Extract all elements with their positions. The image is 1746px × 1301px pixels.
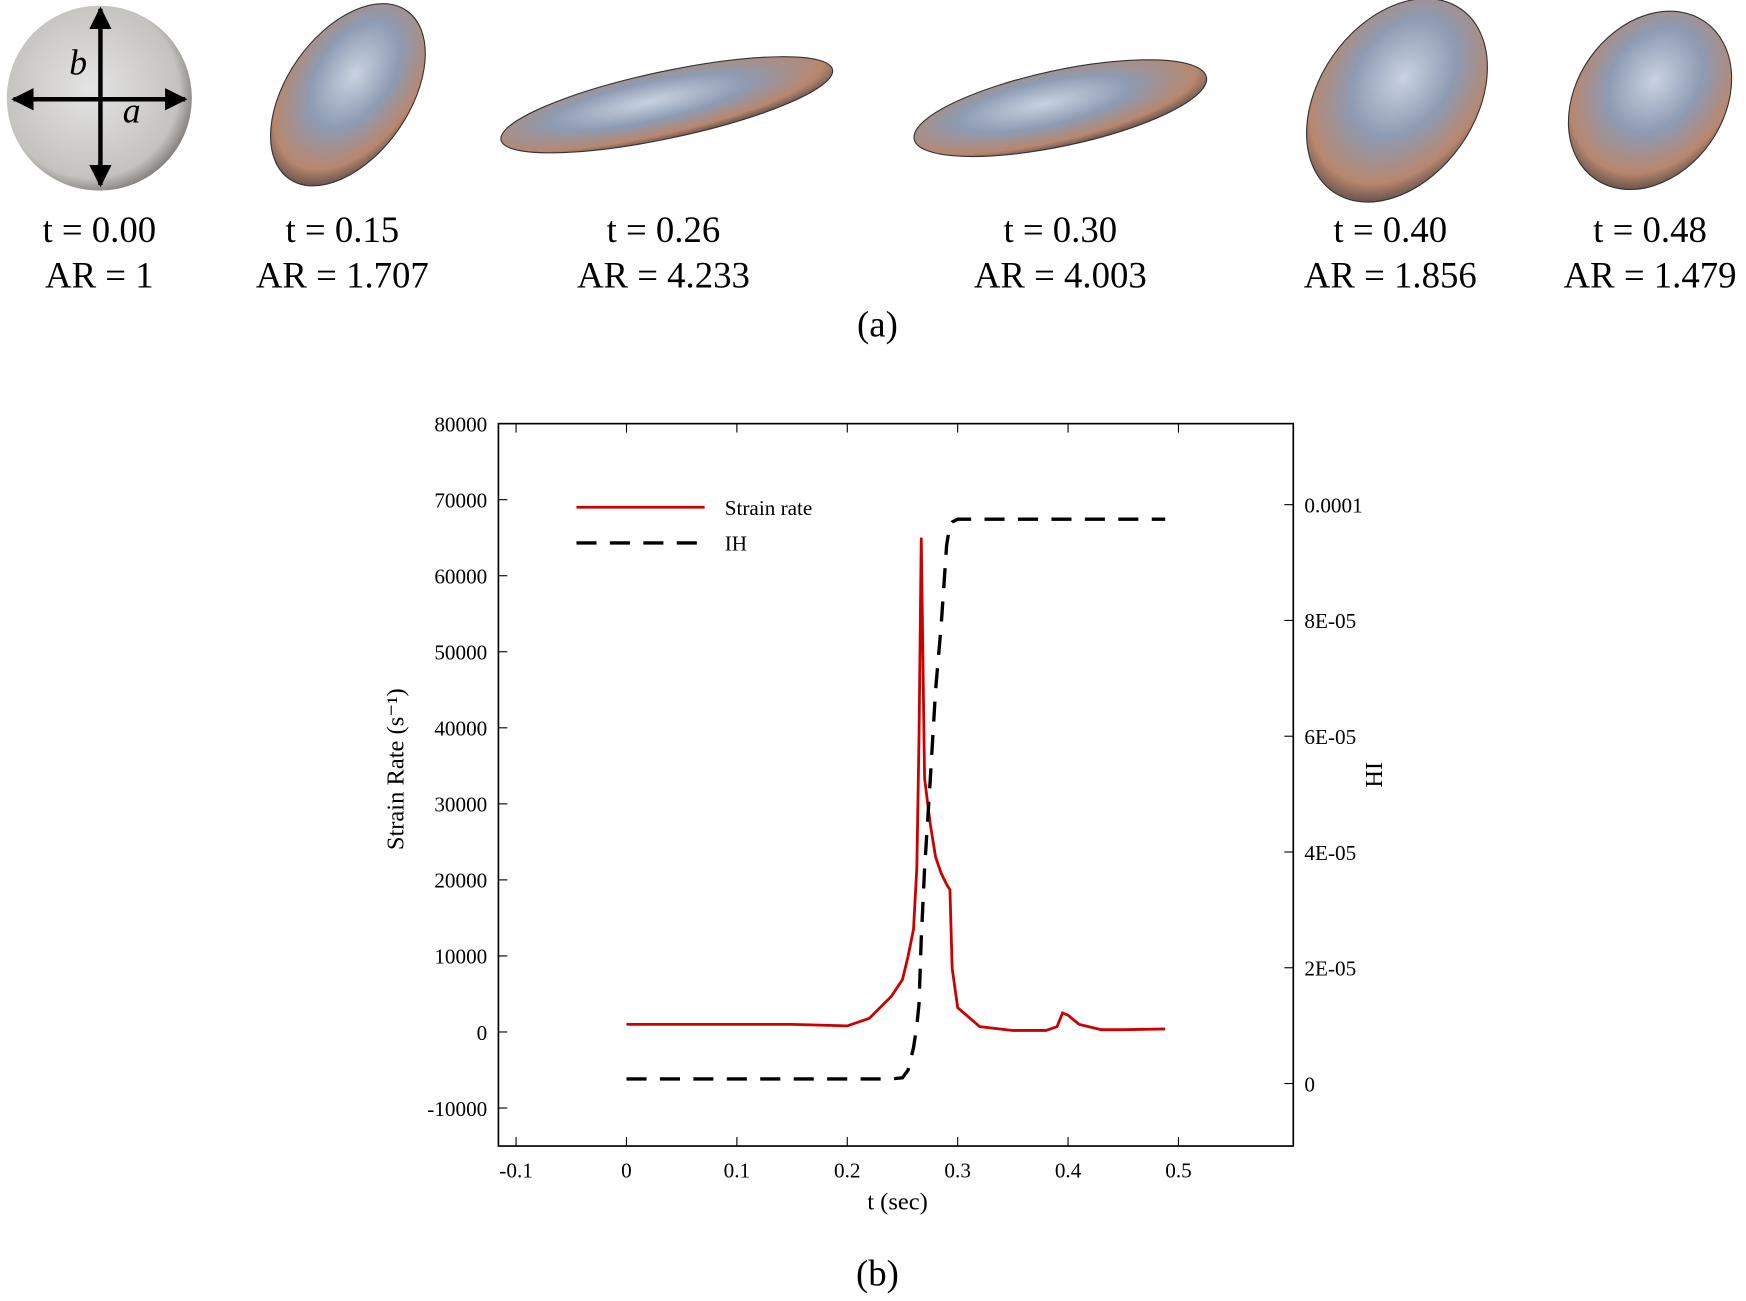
y-tick-label: 50000 <box>434 641 487 665</box>
y2-tick-label: 8E-05 <box>1304 609 1356 633</box>
cell-time: t = 0.30 <box>1003 209 1117 250</box>
cell-shape <box>1567 10 1733 191</box>
y2-axis-label: IH <box>1360 762 1387 788</box>
x-axis-label: t (sec) <box>867 1189 928 1216</box>
plot-frame <box>497 422 1295 1147</box>
cell-time: t = 0.00 <box>42 209 156 250</box>
y-tick-label: 60000 <box>434 565 487 589</box>
cell-aspect-ratio: AR = 1.856 <box>1304 255 1477 296</box>
y2-tick-label: 0 <box>1304 1072 1315 1096</box>
cell-shape <box>500 56 834 154</box>
legend-label: Strain rate <box>725 496 813 520</box>
axis-letter: a <box>123 91 141 131</box>
panel-caption: (a) <box>857 304 898 345</box>
y-axis-label: Strain Rate (s⁻¹) <box>383 688 410 850</box>
cell-labels: t = 0.00 AR = 1 t = 0.15 AR = 1.707 t = 0.26… <box>42 209 1736 296</box>
panel-caption: (b) <box>856 1252 899 1293</box>
y-tick-label: 10000 <box>434 945 487 969</box>
y2-tick-label: 6E-05 <box>1304 725 1356 749</box>
cell-images: b a <box>6 0 1733 203</box>
cell-time: t = 0.15 <box>286 209 400 250</box>
series-line <box>626 537 1166 1032</box>
y-tick-label: 20000 <box>434 869 487 893</box>
cell-shape <box>913 59 1208 158</box>
cell-aspect-ratio: AR = 1 <box>45 255 154 296</box>
y-tick-label: 70000 <box>434 488 487 512</box>
x-tick-label: 0.3 <box>944 1158 970 1182</box>
x-tick-label: -0.1 <box>499 1158 533 1182</box>
cell-shape <box>270 3 426 187</box>
cell-aspect-ratio: AR = 4.003 <box>974 255 1147 296</box>
y-tick-label: 30000 <box>434 793 487 817</box>
y2-tick-label: 0.0001 <box>1304 493 1362 517</box>
y-tick-label: 40000 <box>434 717 487 741</box>
legend-label: IH <box>725 532 747 556</box>
cell-aspect-ratio: AR = 4.233 <box>577 255 750 296</box>
cell-shape <box>1305 0 1488 203</box>
x-tick-label: 0 <box>621 1158 632 1182</box>
y2-tick-label: 2E-05 <box>1304 957 1356 981</box>
cell-time: t = 0.26 <box>607 209 721 250</box>
x-tick-label: 0.1 <box>724 1158 750 1182</box>
cell-aspect-ratio: AR = 1.479 <box>1564 255 1737 296</box>
x-tick-label: 0.5 <box>1165 1158 1191 1182</box>
series-line <box>626 517 1166 1081</box>
y-tick-label: -10000 <box>427 1097 487 1121</box>
y2-tick-label: 4E-05 <box>1304 841 1356 865</box>
cell-aspect-ratio: AR = 1.707 <box>256 255 429 296</box>
axis-letter: b <box>69 43 87 83</box>
y-tick-label: 80000 <box>434 412 487 436</box>
x-tick-label: 0.2 <box>834 1158 860 1182</box>
cell-time: t = 0.40 <box>1333 209 1447 250</box>
x-tick-label: 0.4 <box>1055 1158 1082 1182</box>
cell-time: t = 0.48 <box>1593 209 1707 250</box>
y-tick-label: 0 <box>477 1021 488 1045</box>
